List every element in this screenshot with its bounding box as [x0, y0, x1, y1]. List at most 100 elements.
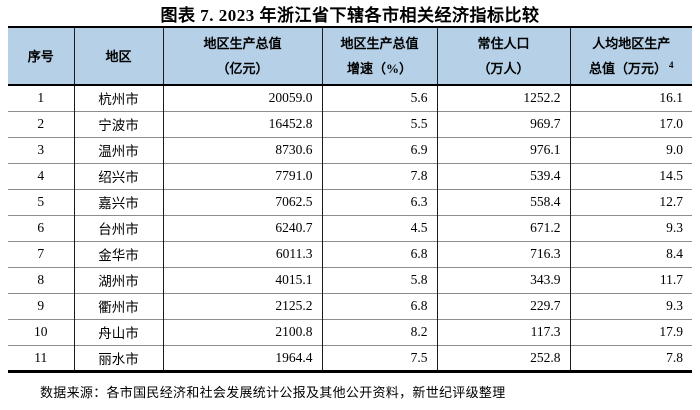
- cell-gdp: 7791.0: [162, 162, 322, 189]
- cell-region: 嘉兴市: [73, 188, 163, 215]
- cell-population: 252.8: [436, 344, 570, 371]
- cell-growth: 6.9: [321, 136, 437, 163]
- column-header-gdp: 地区生产总值 （亿元）: [162, 27, 322, 86]
- cell-region: 丽水市: [73, 344, 163, 371]
- cell-region: 金华市: [73, 240, 163, 267]
- column-header-seq: 序号: [8, 27, 74, 86]
- cell-seq: 7: [8, 240, 74, 267]
- cell-gdp: 4015.1: [162, 266, 322, 293]
- cell-gdp: 1964.4: [162, 344, 322, 371]
- cell-per-capita: 16.1: [569, 85, 692, 111]
- column-header-population: 常住人口 （万人）: [436, 27, 570, 86]
- cell-region: 湖州市: [73, 266, 163, 293]
- cell-seq: 2: [8, 110, 74, 137]
- figure-title: 图表 7. 2023 年浙江省下辖各市相关经济指标比较: [160, 6, 540, 25]
- cell-growth: 4.5: [321, 214, 437, 241]
- cell-seq: 11: [8, 344, 74, 371]
- cell-per-capita: 12.7: [569, 188, 692, 215]
- cell-per-capita: 17.9: [569, 318, 692, 345]
- table-row: 2 宁波市 16452.8 5.5 969.7 17.0: [8, 110, 692, 137]
- cell-seq: 9: [8, 292, 74, 319]
- cell-seq: 1: [37, 90, 45, 106]
- table-row: 5 嘉兴市 7062.5 6.3 558.4 12.7: [8, 188, 692, 215]
- cell-per-capita: 8.4: [569, 240, 692, 267]
- cell-region: 绍兴市: [73, 162, 163, 189]
- header-label-line1: 人均地区生产: [592, 36, 671, 51]
- cell-gdp: 7062.5: [162, 188, 322, 215]
- cell-region: 舟山市: [73, 318, 163, 345]
- header-label-line1: 常住人口: [477, 36, 530, 51]
- table-row: 6 台州市 6240.7 4.5 671.2 9.3: [8, 214, 692, 241]
- cell-growth: 6.8: [321, 292, 437, 319]
- table-row: 8 湖州市 4015.1 5.8 343.9 11.7: [8, 266, 692, 293]
- table-row: 3 温州市 8730.6 6.9 976.1 9.0: [8, 136, 692, 163]
- cell-region: 杭州市: [73, 85, 163, 111]
- cell-population: 671.2: [436, 214, 570, 241]
- cell-population: 229.7: [436, 292, 570, 319]
- cell-growth: 8.2: [321, 318, 437, 345]
- cell-population: 969.7: [436, 110, 570, 137]
- table-row: 7 金华市 6011.3 6.8 716.3 8.4: [8, 240, 692, 267]
- cell-population: 558.4: [436, 188, 570, 215]
- cell-growth: 7.5: [321, 344, 437, 371]
- cell-seq: 5: [8, 188, 74, 215]
- cell-gdp: 6240.7: [162, 214, 322, 241]
- cell-per-capita: 9.3: [569, 292, 692, 319]
- economic-indicators-table: 序号 地区 地区生产总值 （亿元） 地区生产总值 增速（%） 常住人口 （万人）: [8, 26, 692, 373]
- cell-population: 539.4: [436, 162, 570, 189]
- table-row: 11 丽水市 1964.4 7.5 252.8 7.8: [8, 344, 692, 371]
- footnote-marker: 4: [669, 59, 674, 70]
- header-label-line2: （亿元）: [216, 61, 269, 76]
- cell-population: 716.3: [436, 240, 570, 267]
- cell-growth: 6.3: [321, 188, 437, 215]
- column-header-per-capita: 人均地区生产 总值（万元） 4: [569, 27, 692, 86]
- header-label-line2: 总值（万元）: [588, 61, 667, 76]
- cell-growth: 5.8: [321, 266, 437, 293]
- cell-seq: 8: [8, 266, 74, 293]
- table-body: 1 杭州市 20059.0 5.6 1252.2 16.1 2 宁波市 16452.8 5.5 96…: [8, 85, 692, 371]
- header-label-line2: （万人）: [477, 61, 530, 76]
- header-label-line2: 增速（%）: [346, 61, 412, 76]
- cell-gdp: 2125.2: [162, 292, 322, 319]
- cell-per-capita: 9.3: [569, 214, 692, 241]
- table-header: 序号 地区 地区生产总值 （亿元） 地区生产总值 增速（%） 常住人口 （万人）: [8, 27, 692, 86]
- cell-region: 衢州市: [73, 292, 163, 319]
- header-label: 地区: [105, 48, 132, 64]
- cell-seq: 6: [8, 214, 74, 241]
- cell-seq: 10: [8, 318, 74, 345]
- cell-per-capita: 11.7: [569, 266, 692, 293]
- cell-growth: 7.8: [321, 162, 437, 189]
- table-row: 9 衢州市 2125.2 6.8 229.7 9.3: [8, 292, 692, 319]
- cell-per-capita: 9.0: [569, 136, 692, 163]
- cell-population: 343.9: [436, 266, 570, 293]
- cell-growth: 6.8: [321, 240, 437, 267]
- cell-population: 1252.2: [436, 85, 570, 111]
- cell-growth: 5.5: [321, 110, 437, 137]
- data-source-note: 数据来源：各市国民经济和社会发展统计公报及其他公开资料，新世纪评级整理: [40, 384, 506, 400]
- column-header-region: 地区: [73, 27, 163, 86]
- header-label: 序号: [27, 48, 54, 64]
- cell-gdp: 8730.6: [162, 136, 322, 163]
- header-label-line1: 地区生产总值: [203, 36, 282, 51]
- cell-per-capita: 14.5: [569, 162, 692, 189]
- cell-gdp: 2100.8: [162, 318, 322, 345]
- table-row: 4 绍兴市 7791.0 7.8 539.4 14.5: [8, 162, 692, 189]
- cell-region: 宁波市: [73, 110, 163, 137]
- cell-gdp: 20059.0: [162, 85, 322, 111]
- table-row: 1 杭州市 20059.0 5.6 1252.2 16.1: [8, 85, 692, 111]
- table-row: 10 舟山市 2100.8 8.2 117.3 17.9: [8, 318, 692, 345]
- header-label-line1: 地区生产总值: [340, 36, 419, 51]
- cell-gdp: 16452.8: [162, 110, 322, 137]
- cell-per-capita: 7.8: [569, 344, 692, 371]
- cell-region: 温州市: [73, 136, 163, 163]
- cell-population: 976.1: [436, 136, 570, 163]
- cell-seq: 4: [8, 162, 74, 189]
- cell-gdp: 6011.3: [162, 240, 322, 267]
- cell-growth: 5.6: [321, 85, 437, 111]
- cell-region: 台州市: [73, 214, 163, 241]
- cell-population: 117.3: [436, 318, 570, 345]
- cell-seq: 3: [8, 136, 74, 163]
- column-header-growth: 地区生产总值 增速（%）: [321, 27, 437, 86]
- cell-per-capita: 17.0: [569, 110, 692, 137]
